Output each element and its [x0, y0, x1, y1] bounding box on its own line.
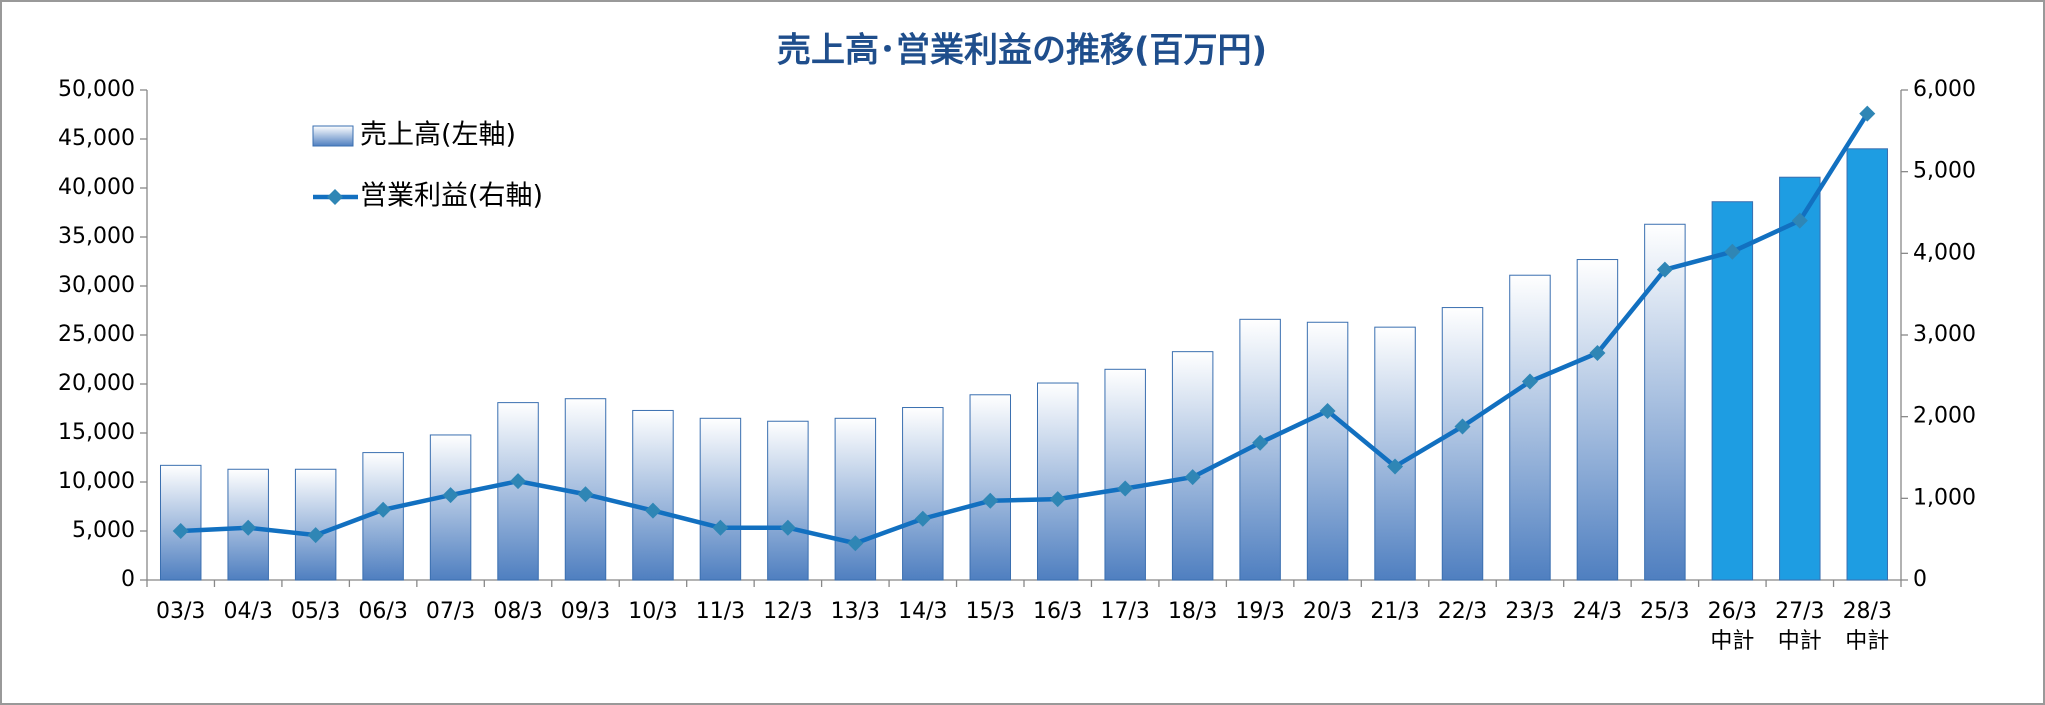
y-tick-label: 10,000: [58, 469, 135, 494]
y-tick-label: 35,000: [58, 224, 135, 249]
y-tick-label: 20,000: [58, 371, 135, 396]
y-tick-label: 15,000: [58, 420, 135, 445]
marker: [240, 519, 257, 536]
bar: [1441, 307, 1484, 581]
marker: [577, 486, 594, 503]
marker: [442, 487, 459, 504]
x-tick-label: 22/3: [1438, 599, 1487, 624]
x-tick-label: 27/3 中計: [1775, 599, 1824, 654]
bar: [1306, 321, 1349, 581]
x-tick-label: 19/3: [1235, 599, 1284, 624]
x-tick-label: 11/3: [696, 599, 745, 624]
y2-tick-label: 2,000: [1913, 404, 1976, 429]
x-tick-label: 14/3: [898, 599, 947, 624]
bar: [429, 434, 472, 581]
bar: [834, 417, 877, 581]
marker: [1724, 243, 1741, 260]
legend-label: 売上高(左軸): [360, 120, 516, 151]
x-tick-label: 08/3: [493, 599, 542, 624]
marker: [1656, 261, 1673, 278]
y-tick-label: 25,000: [58, 322, 135, 347]
y2-tick-label: 3,000: [1913, 322, 1976, 347]
bar: [1846, 148, 1889, 581]
y2-tick-label: 4,000: [1913, 240, 1976, 265]
bar: [294, 468, 337, 581]
x-tick-label: 24/3: [1573, 599, 1622, 624]
marker: [1859, 105, 1876, 122]
x-tick-label: 06/3: [358, 599, 407, 624]
bar: [1171, 351, 1214, 581]
marker: [982, 492, 999, 509]
bar: [1779, 176, 1821, 581]
bar: [699, 417, 742, 581]
y-tick-label: 45,000: [58, 126, 135, 151]
legend-marker: [327, 189, 343, 205]
bar: [159, 464, 202, 581]
y-tick-label: 50,000: [58, 77, 135, 102]
x-tick-label: 10/3: [628, 599, 677, 624]
bar: [497, 402, 539, 581]
bar: [1104, 368, 1146, 581]
y2-tick-label: 0: [1913, 567, 1927, 592]
y2-tick-label: 5,000: [1913, 159, 1976, 184]
x-tick-label: 17/3: [1100, 599, 1149, 624]
y2-tick-label: 6,000: [1913, 77, 1976, 102]
bar: [1711, 201, 1754, 581]
x-tick-label: 18/3: [1168, 599, 1217, 624]
marker: [1319, 402, 1336, 419]
x-tick-label: 04/3: [223, 599, 272, 624]
marker: [1387, 458, 1404, 475]
bar: [1036, 382, 1079, 581]
bar: [1576, 259, 1619, 581]
x-tick-label: 13/3: [831, 599, 880, 624]
x-tick-label: 23/3: [1505, 599, 1554, 624]
bar: [969, 394, 1012, 581]
marker: [847, 535, 864, 552]
marker: [1049, 491, 1066, 508]
y2-tick-label: 1,000: [1913, 485, 1976, 510]
x-tick-label: 07/3: [426, 599, 475, 624]
y-tick-label: 40,000: [58, 175, 135, 200]
y-tick-label: 5,000: [72, 518, 135, 543]
x-tick-label: 21/3: [1370, 599, 1419, 624]
marker: [1521, 373, 1538, 390]
y-tick-label: 0: [121, 567, 135, 592]
marker: [1117, 480, 1134, 497]
bar: [902, 407, 944, 581]
bar: [632, 409, 674, 581]
marker: [712, 519, 729, 536]
x-tick-label: 25/3: [1640, 599, 1689, 624]
x-tick-label: 03/3: [156, 599, 205, 624]
x-tick-label: 20/3: [1303, 599, 1352, 624]
marker: [1589, 344, 1606, 361]
marker: [644, 502, 661, 519]
legend-swatch: [312, 125, 354, 147]
marker: [1252, 434, 1269, 451]
x-tick-label: 15/3: [966, 599, 1015, 624]
x-tick-label: 28/3 中計: [1843, 599, 1892, 654]
marker: [1791, 212, 1808, 229]
chart-title: 売上高･営業利益の推移(百万円): [777, 31, 1267, 71]
x-tick-label: 09/3: [561, 599, 610, 624]
line: [180, 112, 1870, 546]
y-tick-label: 30,000: [58, 273, 135, 298]
bar: [767, 420, 809, 581]
bar: [1509, 274, 1551, 581]
x-tick-label: 26/3 中計: [1708, 599, 1757, 654]
marker: [1454, 418, 1471, 435]
marker: [172, 523, 189, 539]
x-tick-label: 12/3: [763, 599, 812, 624]
legend-label: 営業利益(右軸): [360, 181, 543, 212]
x-tick-label: 16/3: [1033, 599, 1082, 624]
marker: [779, 519, 796, 536]
marker: [510, 473, 527, 490]
marker: [914, 510, 931, 527]
marker: [375, 501, 392, 518]
x-tick-label: 05/3: [291, 599, 340, 624]
marker: [1184, 469, 1201, 486]
marker: [307, 527, 324, 544]
